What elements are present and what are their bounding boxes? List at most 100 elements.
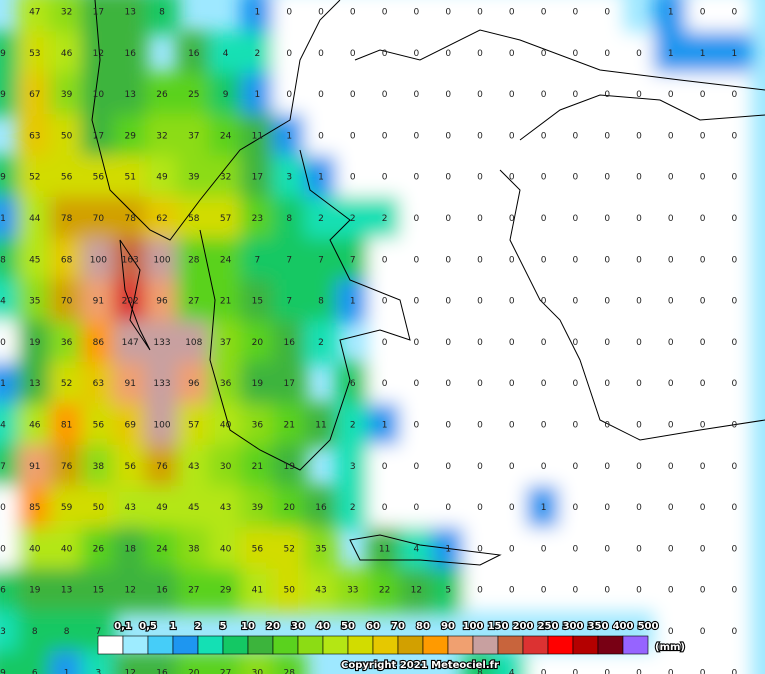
precip-cell: [717, 114, 752, 158]
grid-value: 0: [414, 255, 420, 265]
grid-value: 0: [541, 90, 547, 100]
precip-cell: [685, 651, 720, 674]
precip-cell: [367, 320, 402, 365]
precip-cell: [208, 444, 243, 488]
grid-value: 0: [541, 297, 547, 307]
grid-value: 0: [604, 214, 610, 224]
grid-value: 1: [382, 421, 388, 431]
grid-value: 8: [477, 668, 483, 674]
grid-value: 0: [668, 297, 674, 307]
grid-value: 10: [93, 90, 105, 100]
grid-value: 40: [61, 544, 73, 554]
grid-value: 0: [668, 627, 674, 637]
precip-cell: [0, 444, 20, 488]
grid-value: 0: [732, 297, 738, 307]
precip-cell: [145, 72, 179, 117]
precip-cell: [399, 403, 434, 447]
grid-value: 0: [700, 462, 706, 472]
grid-value: 7: [286, 255, 292, 265]
precip-cell: [653, 568, 688, 612]
precip-cell: [49, 403, 84, 447]
grid-value: 0: [477, 544, 483, 554]
grid-value: 0: [668, 503, 674, 513]
precip-cell: [399, 485, 434, 530]
grid-value: 0: [732, 544, 738, 554]
grid-value: 0: [636, 503, 642, 513]
grid-value: 40: [29, 544, 41, 554]
precip-cell: [335, 196, 370, 241]
grid-value: 0: [477, 586, 483, 596]
precip-cell: [17, 444, 52, 488]
precip-cell: [272, 196, 307, 241]
precip-cell: [367, 0, 402, 34]
precip-cell: [494, 72, 529, 117]
precip-cell: [208, 72, 243, 117]
precip-cell: [590, 444, 625, 488]
precip-cell: [685, 196, 720, 241]
precip-cell: [240, 485, 275, 530]
grid-value: 3: [286, 173, 292, 183]
grid-value: 0: [604, 131, 610, 141]
precip-cell: [590, 31, 625, 75]
precip-cell: [0, 196, 20, 241]
precip-cell: [558, 114, 593, 158]
grid-value: 76: [156, 462, 168, 472]
grid-value: 2: [255, 49, 261, 59]
grid-value: 4: [509, 668, 515, 674]
grid-value: 37: [220, 338, 231, 348]
grid-value: 100: [153, 255, 170, 265]
legend-label: 0,5: [139, 621, 157, 632]
precip-cell: [49, 155, 84, 199]
grid-value: 0: [604, 338, 610, 348]
precip-cell: [81, 114, 116, 158]
grid-value: 0: [414, 297, 420, 307]
grid-value: 0: [477, 173, 483, 183]
grid-value: 56: [61, 173, 73, 183]
precip-cell: [240, 31, 275, 75]
grid-value: 70: [93, 214, 105, 224]
grid-value: 0: [604, 255, 610, 265]
precip-cell: [208, 568, 243, 612]
legend-swatch: [172, 635, 199, 655]
legend-swatch: [322, 635, 349, 655]
grid-value: 9: [0, 173, 6, 183]
grid-value: 70: [61, 297, 73, 307]
coast-line: [499, 169, 765, 441]
grid-value: 43: [315, 586, 326, 596]
grid-value: 39: [252, 503, 264, 513]
precip-cell: [367, 362, 402, 406]
grid-value: 0: [477, 214, 483, 224]
precip-cell: [590, 568, 625, 612]
precip-cell: [526, 485, 561, 530]
grid-value: 17: [283, 379, 294, 389]
legend-swatch: [222, 635, 249, 655]
grid-value: 44: [29, 214, 41, 224]
precip-cell: [176, 31, 211, 75]
precip-cell: [653, 403, 688, 447]
precip-cell: [494, 0, 529, 34]
legend-label: 350: [588, 621, 609, 632]
grid-value: 0: [0, 338, 6, 348]
grid-value: 24: [220, 131, 232, 141]
grid-value: 0: [445, 173, 451, 183]
precip-cell: [304, 568, 338, 612]
grid-value: 0: [573, 544, 579, 554]
precip-cell: [399, 568, 434, 612]
grid-value: 0: [573, 49, 579, 59]
grid-value: 0: [509, 173, 515, 183]
precip-cell: [176, 238, 211, 282]
coastlines: [91, 0, 765, 566]
grid-value: 0: [509, 586, 515, 596]
grid-value: 27: [220, 668, 231, 674]
precip-cell: [622, 72, 656, 117]
grid-value: 0: [604, 90, 610, 100]
grid-value: 0: [445, 462, 451, 472]
legend-swatch: [272, 635, 299, 655]
precip-cell: [558, 0, 593, 34]
precip-cell: [367, 31, 402, 75]
grid-value: 3: [350, 462, 356, 472]
precip-cell: [367, 238, 402, 282]
grid-value: 100: [90, 255, 107, 265]
precip-cell: [685, 72, 720, 117]
